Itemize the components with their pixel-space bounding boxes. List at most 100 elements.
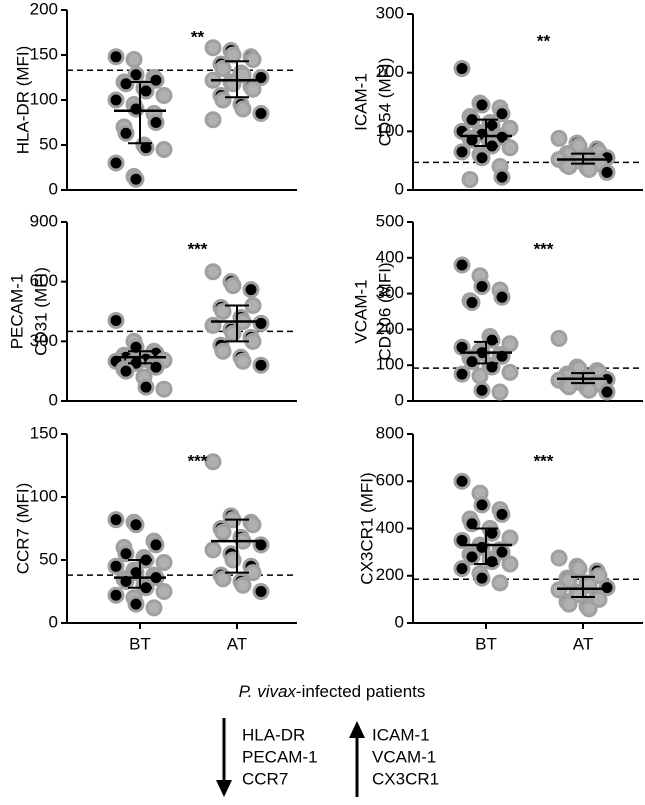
data-point (473, 569, 491, 587)
y-tick-label: 100 (30, 486, 58, 505)
significance: *** (188, 239, 208, 258)
data-point (117, 362, 135, 380)
data-point (117, 75, 135, 93)
data-point (224, 277, 242, 295)
data-point (155, 141, 173, 158)
data-point (107, 48, 125, 66)
y-tick-label: 200 (30, 0, 58, 18)
data-point (483, 553, 501, 571)
data-point (473, 96, 491, 114)
up-arrowhead (349, 721, 365, 738)
data-point (493, 505, 511, 523)
data-point (214, 303, 232, 320)
data-point (473, 496, 491, 514)
data-point (493, 168, 511, 186)
down-item: PECAM-1 (242, 747, 318, 766)
y-tick-label: 0 (395, 179, 404, 198)
data-point (252, 583, 270, 600)
y-tick-label: 0 (49, 612, 58, 631)
y-tick-label: 0 (49, 179, 58, 198)
y-axis-label: CCR7 (MFI) (13, 483, 32, 575)
data-point (560, 595, 578, 613)
data-point (501, 529, 519, 547)
data-point (471, 367, 489, 385)
y-tick-label: 100 (376, 121, 404, 140)
data-point (137, 82, 155, 100)
data-point (491, 383, 509, 401)
data-point (244, 516, 262, 534)
data-point (550, 549, 568, 567)
data-point (453, 365, 471, 383)
data-point (214, 60, 232, 77)
y-axis-label: CD106 (MFI) (375, 262, 394, 360)
data-point (214, 342, 232, 360)
data-point (234, 352, 252, 370)
data-point (560, 378, 578, 396)
significance: ** (537, 31, 551, 50)
data-point (147, 358, 165, 376)
data-point (580, 600, 598, 618)
data-point (501, 335, 519, 353)
y-tick-label: 50 (39, 134, 58, 153)
y-tick-label: 50 (39, 549, 58, 568)
data-point (453, 143, 471, 161)
data-point (204, 453, 222, 471)
data-point (244, 80, 262, 98)
data-point (214, 91, 232, 109)
y-tick-label: 600 (376, 471, 404, 490)
up-item: CX3CR1 (372, 769, 439, 788)
data-point (501, 139, 519, 157)
down-arrowhead (216, 780, 232, 797)
data-point (204, 39, 222, 57)
data-point (242, 281, 260, 299)
data-point (590, 567, 608, 585)
data-point (473, 149, 491, 167)
data-point (252, 314, 270, 332)
y-tick-label: 0 (395, 612, 404, 631)
significance: ** (191, 27, 205, 46)
y-tick-label: 400 (376, 247, 404, 266)
y-tick-label: 300 (376, 3, 404, 22)
data-point (493, 105, 511, 123)
data-point (155, 87, 173, 104)
data-point (107, 91, 125, 109)
y-axis-label: VCAM-1 (351, 279, 370, 343)
y-tick-label: 100 (376, 355, 404, 374)
data-point (252, 356, 270, 374)
footer-title: P. vivax-infected patients (239, 682, 426, 701)
data-point (453, 338, 471, 356)
data-point (127, 595, 145, 613)
data-point (493, 288, 511, 306)
data-point (501, 555, 519, 573)
y-tick-label: 500 (376, 211, 404, 230)
down-item: CCR7 (242, 769, 288, 788)
data-point (147, 536, 165, 554)
significance: *** (188, 451, 208, 470)
y-tick-label: 0 (49, 390, 58, 409)
y-tick-label: 200 (376, 565, 404, 584)
data-point (570, 560, 588, 578)
data-point (453, 60, 471, 78)
significance: *** (534, 451, 554, 470)
data-point (550, 129, 568, 147)
data-point (473, 381, 491, 399)
data-point (252, 105, 270, 122)
data-point (244, 51, 262, 68)
data-point (204, 263, 222, 281)
y-axis-label: CD54 (MFI) (375, 58, 394, 147)
y-tick-label: 150 (30, 44, 58, 63)
data-point (580, 160, 598, 178)
down-item: HLA-DR (242, 725, 305, 744)
data-point (234, 576, 252, 594)
data-point (147, 71, 165, 89)
data-point (145, 599, 163, 617)
data-point (214, 570, 232, 588)
data-point (560, 158, 578, 176)
data-point (483, 331, 501, 349)
y-axis-label: ICAM-1 (351, 73, 370, 131)
data-point (501, 363, 519, 381)
y-tick-label: 400 (376, 518, 404, 537)
x-tick-label: BT (129, 634, 151, 653)
